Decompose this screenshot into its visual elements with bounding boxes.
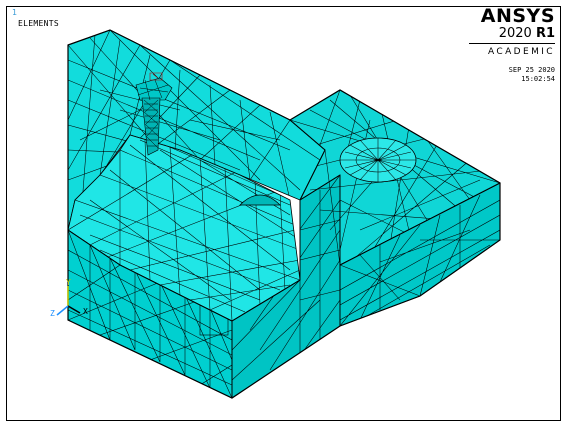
triad-x-axis [67, 305, 81, 314]
brand-divider [469, 43, 555, 44]
slot-mesh [68, 139, 300, 321]
triad-z-label: Z [50, 309, 55, 318]
right-top-mesh [290, 90, 500, 265]
triad-y-label: Y [66, 278, 71, 287]
brand-edition: ACADEMIC [488, 47, 555, 57]
triad-z-axis [56, 305, 69, 316]
brand-release: R1 [535, 26, 555, 41]
coordinate-triad: Y X Z [50, 278, 88, 318]
plot-title: ELEMENTS [18, 19, 59, 28]
triad-x-label: X [83, 307, 88, 316]
brand-version-line: 2020 R1 [455, 26, 555, 41]
brand-name: ANSYS [480, 5, 555, 27]
plot-time: 15:02:54 [521, 75, 555, 83]
brand-version: 2020 [498, 26, 532, 41]
plot-date: SEP 25 2020 [508, 66, 555, 74]
right-side-mesh [340, 194, 500, 326]
window-number: 1 [12, 8, 18, 17]
refined-mesh-region [135, 72, 173, 156]
ansys-logo: ANSYS 2020 R1 ACADEMIC [455, 6, 555, 58]
